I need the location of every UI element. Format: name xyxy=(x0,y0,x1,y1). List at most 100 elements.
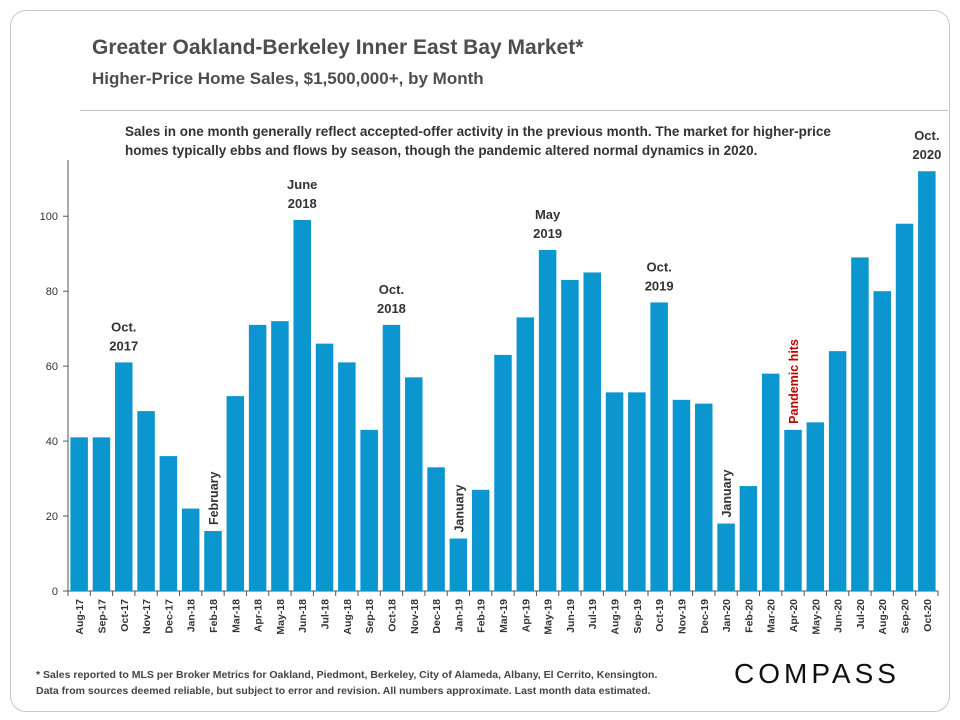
x-tick-label: May-18 xyxy=(275,599,287,635)
bar-Nov-18 xyxy=(405,377,423,591)
x-tick-label: Mar-20 xyxy=(766,599,778,633)
slide-frame xyxy=(10,10,950,712)
footnote-line-1: * Sales reported to MLS per Broker Metri… xyxy=(36,669,658,681)
chart-subtitle: Higher-Price Home Sales, $1,500,000+, by… xyxy=(92,69,484,88)
x-tick-label: Feb-20 xyxy=(743,599,755,633)
bar-Mar-19 xyxy=(494,354,512,591)
x-tick-label: Apr-20 xyxy=(788,599,800,632)
x-tick-label: Aug-18 xyxy=(342,599,354,635)
compass-logo: COMPASS xyxy=(734,658,900,689)
bar-Feb-19 xyxy=(471,489,490,591)
bar-Oct-20 xyxy=(918,171,936,592)
bar-Jun-19 xyxy=(561,279,579,591)
x-tick-label: Jul-18 xyxy=(320,599,332,630)
bar-Mar-18 xyxy=(226,396,245,591)
annotation-label: 2018 xyxy=(288,196,317,211)
x-tick-label: Dec-19 xyxy=(699,599,711,634)
bar-Dec-19 xyxy=(695,403,713,591)
bar-Aug-20 xyxy=(873,291,891,591)
bar-Jun-18 xyxy=(293,219,311,591)
annotation-label: June xyxy=(287,177,317,192)
bar-Aug-19 xyxy=(605,392,624,591)
bar-Dec-17 xyxy=(159,456,178,591)
bar-Jan-19 xyxy=(449,538,468,591)
annotation-label: 2018 xyxy=(377,301,406,316)
x-tick-label: Mar-18 xyxy=(230,599,242,633)
bar-Mar-20 xyxy=(761,373,780,591)
bar-Oct-17 xyxy=(115,362,133,591)
x-tick-label: Aug-19 xyxy=(610,599,622,635)
x-tick-label: Mar-19 xyxy=(498,599,510,633)
x-tick-label: Jan-18 xyxy=(186,599,198,632)
x-tick-label: Oct-20 xyxy=(922,599,934,632)
x-tick-label: Aug-17 xyxy=(74,599,86,635)
bar-Sep-18 xyxy=(360,429,378,591)
annotation-label: Oct. xyxy=(647,259,672,274)
annotation-label: February xyxy=(207,471,221,525)
x-tick-label: Dec-18 xyxy=(431,599,443,634)
bar-May-19 xyxy=(538,249,557,591)
annotation-label: January xyxy=(452,485,466,533)
x-tick-label: Jul-19 xyxy=(587,599,599,630)
annotation-label: Oct. xyxy=(111,319,136,334)
y-tick-label: 100 xyxy=(40,211,58,223)
y-tick-label: 80 xyxy=(46,286,58,298)
bar-Jun-20 xyxy=(828,351,847,591)
annotation-label: January xyxy=(720,470,734,518)
x-tick-label: May-19 xyxy=(543,599,555,635)
bar-Nov-17 xyxy=(137,411,155,591)
chart-title: Greater Oakland-Berkeley Inner East Bay … xyxy=(92,36,584,59)
bar-May-18 xyxy=(271,321,289,591)
bar-Oct-18 xyxy=(382,324,401,591)
x-tick-label: Sep-18 xyxy=(364,599,376,634)
x-tick-label: Jun-18 xyxy=(297,599,309,633)
x-tick-label: Oct-18 xyxy=(386,599,398,632)
annotation-label: 2017 xyxy=(109,338,138,353)
bar-Jan-18 xyxy=(181,508,200,591)
chart-note: Sales in one month generally reflect acc… xyxy=(125,124,831,158)
y-tick-label: 20 xyxy=(46,511,58,523)
x-tick-label: Apr-18 xyxy=(253,599,265,632)
bar-Aug-17 xyxy=(70,437,88,591)
bar-Aug-18 xyxy=(338,362,356,591)
bar-Jul-18 xyxy=(315,343,334,591)
x-tick-label: May-20 xyxy=(810,599,822,635)
divider xyxy=(80,110,948,111)
bar-Feb-20 xyxy=(739,486,758,591)
annotation-label: 2019 xyxy=(645,278,674,293)
bar-Oct-19 xyxy=(650,302,668,591)
y-tick-label: 60 xyxy=(46,361,58,373)
y-tick-label: 0 xyxy=(52,586,58,598)
bar-May-20 xyxy=(806,422,825,591)
annotation-label: May xyxy=(535,207,561,222)
x-tick-label: Sep-17 xyxy=(96,599,108,634)
bar-Jan-20 xyxy=(717,523,735,591)
x-tick-label: Oct-17 xyxy=(119,599,131,632)
annotation-label: Oct. xyxy=(914,128,939,143)
x-tick-label: Oct-19 xyxy=(654,599,666,632)
annotation-label: Pandemic hits xyxy=(787,339,801,424)
bar-Sep-20 xyxy=(895,223,914,591)
x-tick-label: Sep-20 xyxy=(900,599,912,634)
x-tick-label: Feb-19 xyxy=(476,599,488,633)
x-tick-label: Feb-18 xyxy=(208,599,220,633)
x-tick-label: Nov-19 xyxy=(676,599,688,634)
bar-Apr-18 xyxy=(248,324,267,591)
x-tick-label: Nov-17 xyxy=(141,599,153,634)
x-tick-label: Jan-19 xyxy=(453,599,465,632)
annotation-label: 2019 xyxy=(533,226,562,241)
y-tick-label: 40 xyxy=(46,436,58,448)
bar-Dec-18 xyxy=(427,467,445,591)
x-tick-label: Jan-20 xyxy=(721,599,733,632)
bar-Apr-19 xyxy=(516,317,535,591)
x-tick-label: Jun-20 xyxy=(833,599,845,633)
x-tick-label: Nov-18 xyxy=(409,599,421,634)
bar-Jul-20 xyxy=(851,257,869,591)
bar-Apr-20 xyxy=(784,429,802,591)
x-tick-label: Dec-17 xyxy=(163,599,175,634)
x-tick-label: Aug-20 xyxy=(877,599,889,635)
bar-Feb-18 xyxy=(204,531,222,591)
bar-Nov-19 xyxy=(672,399,691,591)
annotation-label: Oct. xyxy=(379,282,404,297)
x-tick-label: Jun-19 xyxy=(565,599,577,633)
